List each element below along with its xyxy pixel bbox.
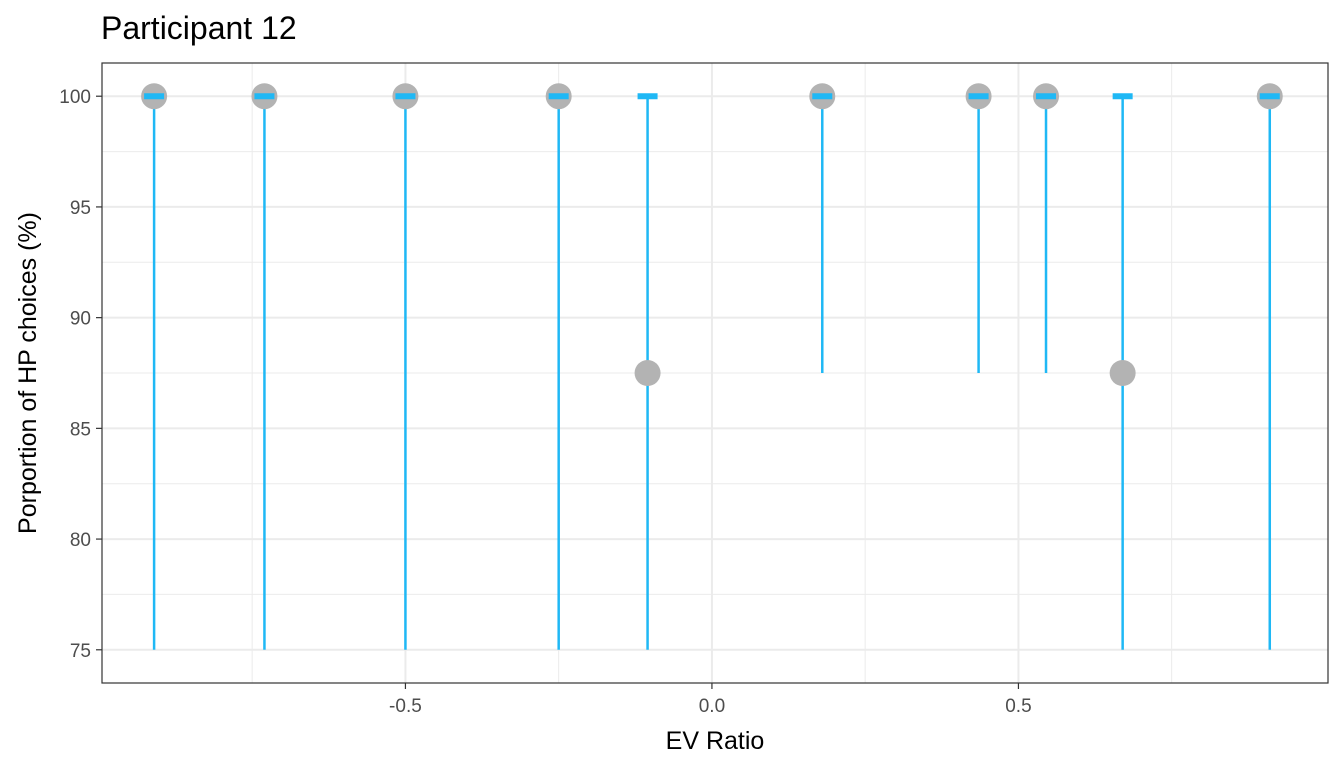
y-tick-label: 95 — [70, 198, 91, 219]
data-point — [634, 360, 661, 386]
x-tick-label: 0.5 — [1005, 696, 1031, 717]
y-tick-label: 80 — [70, 530, 91, 551]
chart-title: Participant 12 — [101, 10, 297, 46]
y-tick-label: 85 — [70, 419, 91, 440]
x-tick-label: -0.5 — [389, 696, 422, 717]
interval-segments — [152, 96, 1272, 650]
x-axis: -0.5 0.0 0.5 — [389, 683, 1032, 717]
x-axis-title: EV Ratio — [666, 727, 765, 755]
y-tick-label: 90 — [70, 309, 91, 330]
y-axis-title: Porportion of HP choices (%) — [14, 212, 42, 534]
panel-border — [101, 62, 1329, 684]
y-axis: 75 80 85 90 95 100 — [59, 87, 102, 662]
y-tick-label: 100 — [59, 87, 91, 108]
x-tick-label: 0.0 — [699, 696, 725, 717]
y-tick-label: 75 — [70, 641, 91, 662]
data-point — [1109, 360, 1136, 386]
